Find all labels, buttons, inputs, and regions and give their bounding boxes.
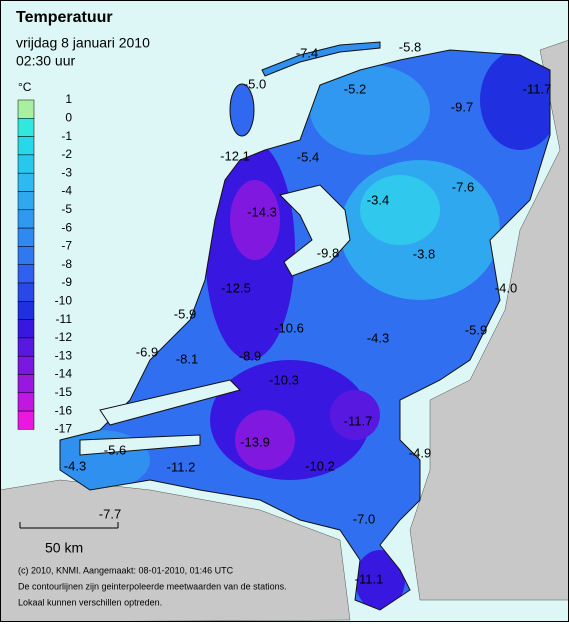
station-reading: -3.8 (413, 246, 435, 261)
estuaries (79, 379, 241, 456)
legend-swatch (17, 264, 35, 284)
legend-label: -3 (61, 165, 72, 179)
station-reading: -4.0 (495, 280, 517, 295)
station-reading: -3.4 (367, 192, 389, 207)
legend-label: -6 (61, 220, 72, 234)
station-reading: -7.0 (353, 511, 375, 526)
legend-label: -2 (61, 147, 72, 161)
legend-swatch (17, 136, 35, 156)
legend-swatch (17, 337, 35, 357)
ijsselmeer (279, 184, 351, 277)
station-reading: -4.3 (367, 330, 389, 345)
station-reading: -5.8 (399, 39, 421, 54)
station-reading: -14.3 (247, 204, 277, 219)
station-reading: -8.1 (176, 351, 198, 366)
legend-label: -14 (55, 367, 73, 381)
station-reading: -10.3 (269, 372, 299, 387)
footer: Lokaal kunnen verschillen optreden. (18, 597, 162, 607)
station-reading: -4.3 (64, 458, 86, 473)
legend-label: -17 (55, 422, 73, 436)
legend-label: -16 (55, 403, 73, 417)
legend-swatch (17, 374, 35, 394)
legend-label: 0 (65, 110, 72, 124)
legend-unit: °C (18, 80, 32, 94)
legend-swatch (17, 99, 35, 119)
station-reading: -5.0 (244, 76, 266, 91)
legend-label: -4 (61, 184, 72, 198)
station-reading: -9.8 (317, 245, 339, 260)
legend-label: -10 (55, 293, 73, 307)
station-reading: -5.2 (344, 81, 366, 96)
time: 02:30 uur (16, 53, 75, 69)
station-reading: -5.4 (297, 149, 319, 164)
legend-label: -1 (61, 129, 72, 143)
legend-swatch (17, 282, 35, 302)
legend-swatch (17, 209, 35, 229)
legend-swatch (17, 118, 35, 137)
legend-label: -11 (56, 312, 73, 326)
station-reading: -7.6 (452, 179, 474, 194)
island (261, 41, 381, 77)
legend-label: -8 (61, 257, 72, 271)
station-reading: -12.1 (220, 148, 250, 163)
legend-label: -12 (55, 330, 73, 344)
station-reading: -5.9 (174, 306, 196, 321)
station-reading: -7.4 (296, 45, 318, 60)
station-reading: -11.1 (355, 571, 384, 586)
station-reading: -11.2 (167, 459, 196, 474)
station-reading: -5.6 (104, 442, 126, 457)
title: Temperatuur (16, 9, 113, 26)
station-reading: -5.9 (465, 322, 487, 337)
legend-swatch (17, 172, 35, 192)
station-reading: -8.9 (239, 348, 261, 363)
scale-label: 50 km (45, 540, 83, 556)
station-reading: -11.7 (344, 413, 373, 428)
station-reading: -10.2 (305, 458, 335, 473)
legend-swatch (17, 355, 35, 375)
legend-label: -7 (61, 239, 72, 253)
legend-swatch (17, 301, 35, 320)
legend-swatch (17, 319, 35, 339)
legend-label: -13 (55, 348, 73, 362)
station-reading: -4.9 (409, 445, 431, 460)
date: vrijdag 8 januari 2010 (16, 35, 150, 51)
station-reading: -6.9 (136, 344, 158, 359)
legend-swatch (17, 246, 35, 265)
neighbour-land (0, 39, 569, 623)
footer: De contourlijnen zijn geinterpoleerde me… (18, 581, 287, 591)
legend-label: -15 (55, 385, 73, 399)
legend-label: -9 (61, 275, 72, 289)
station-reading: -11.7 (523, 81, 552, 96)
station-reading: -9.7 (451, 99, 473, 114)
island (229, 83, 255, 137)
station-reading: -7.7 (99, 506, 121, 521)
country-border (59, 49, 551, 611)
station-reading: -12.5 (221, 280, 251, 295)
station-reading: -13.9 (240, 434, 270, 449)
legend-swatch (17, 191, 35, 211)
legend-swatch (17, 227, 35, 247)
legend-label: -5 (61, 202, 72, 216)
footer: (c) 2010, KNMI. Aangemaakt: 08-01-2010, … (18, 565, 234, 575)
station-reading: -10.6 (274, 320, 304, 335)
legend-swatch (17, 154, 35, 174)
legend-swatch (17, 410, 35, 430)
legend-swatch (17, 392, 35, 412)
legend-label: 1 (65, 92, 72, 106)
